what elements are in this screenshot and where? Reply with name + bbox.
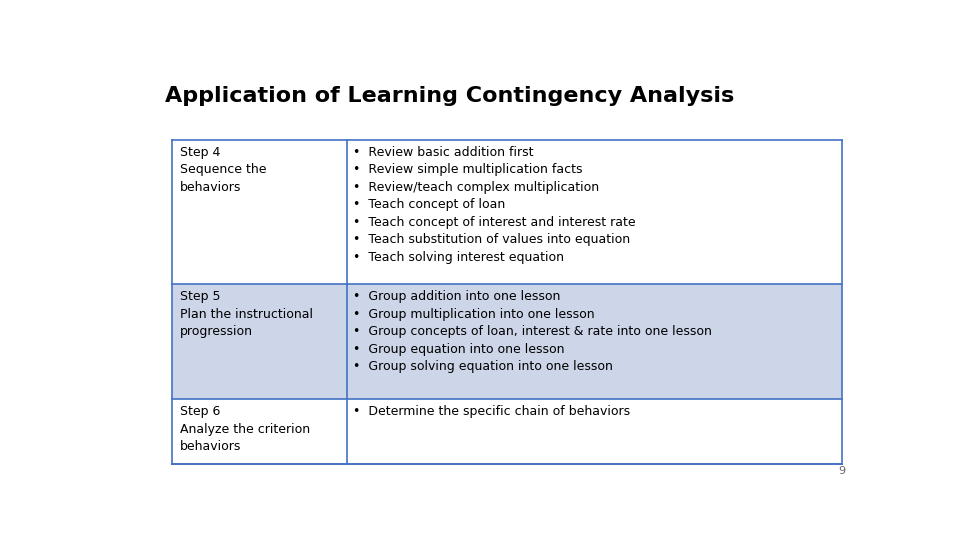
Text: 9: 9	[838, 467, 846, 476]
Text: Analyze the criterion: Analyze the criterion	[180, 423, 310, 436]
Text: •  Teach solving interest equation: • Teach solving interest equation	[353, 251, 564, 264]
Text: •  Determine the specific chain of behaviors: • Determine the specific chain of behavi…	[353, 406, 630, 419]
Text: •  Review basic addition first: • Review basic addition first	[353, 146, 534, 159]
Text: Step 5: Step 5	[180, 290, 220, 303]
Text: •  Group solving equation into one lesson: • Group solving equation into one lesson	[353, 360, 612, 373]
Text: •  Group multiplication into one lesson: • Group multiplication into one lesson	[353, 308, 594, 321]
Text: •  Review/teach complex multiplication: • Review/teach complex multiplication	[353, 181, 599, 194]
Text: •  Review simple multiplication facts: • Review simple multiplication facts	[353, 163, 583, 177]
Text: Step 4: Step 4	[180, 146, 220, 159]
Text: •  Teach substitution of values into equation: • Teach substitution of values into equa…	[353, 233, 630, 246]
Text: •  Group equation into one lesson: • Group equation into one lesson	[353, 342, 564, 356]
Text: Sequence the: Sequence the	[180, 163, 266, 177]
Text: •  Teach concept of loan: • Teach concept of loan	[353, 198, 505, 211]
Text: Application of Learning Contingency Analysis: Application of Learning Contingency Anal…	[165, 85, 733, 106]
Text: behaviors: behaviors	[180, 181, 241, 194]
Text: Step 6: Step 6	[180, 406, 220, 419]
Text: progression: progression	[180, 325, 252, 338]
Text: Plan the instructional: Plan the instructional	[180, 308, 313, 321]
Text: •  Group addition into one lesson: • Group addition into one lesson	[353, 290, 561, 303]
Text: •  Group concepts of loan, interest & rate into one lesson: • Group concepts of loan, interest & rat…	[353, 325, 711, 338]
Text: behaviors: behaviors	[180, 440, 241, 453]
Text: •  Teach concept of interest and interest rate: • Teach concept of interest and interest…	[353, 216, 636, 229]
